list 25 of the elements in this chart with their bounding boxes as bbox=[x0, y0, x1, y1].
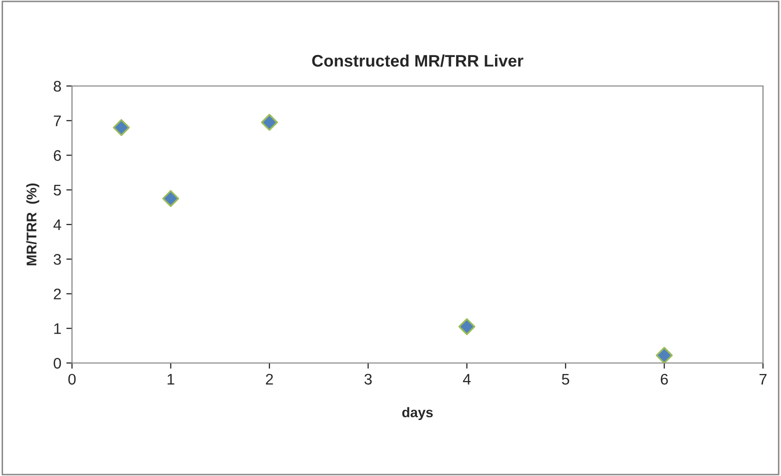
x-tick-label: 4 bbox=[462, 374, 471, 384]
x-tick-label: 3 bbox=[364, 374, 372, 385]
y-tick-label: 8 bbox=[54, 80, 61, 92]
x-tick-label: 7 bbox=[760, 374, 766, 384]
x-tick-label: 6 bbox=[660, 374, 668, 385]
x-tick-label: 5 bbox=[562, 374, 570, 385]
y-tick-label: 5 bbox=[54, 184, 61, 196]
y-axis-title: MR/TRR (%) bbox=[26, 184, 40, 266]
point bbox=[162, 190, 180, 207]
chart-title: Constructed MR/TRR Liver bbox=[312, 54, 524, 67]
x-axis-title: days bbox=[402, 407, 433, 420]
point bbox=[260, 114, 278, 131]
y-tick-label: 6 bbox=[54, 150, 61, 161]
y-tick-label: 7 bbox=[54, 116, 61, 126]
point bbox=[112, 119, 130, 136]
y-tick-label: 2 bbox=[54, 288, 61, 300]
point bbox=[656, 346, 673, 363]
x-tick-label: 2 bbox=[266, 374, 273, 384]
y-tick-label: 0 bbox=[54, 358, 61, 369]
y-tick-label: 3 bbox=[54, 254, 61, 265]
x-tick-label: 1 bbox=[168, 374, 174, 384]
y-tick-label: 4 bbox=[53, 220, 62, 230]
point bbox=[458, 318, 476, 336]
x-tick-label: 0 bbox=[68, 374, 76, 385]
y-tick-label: 1 bbox=[54, 323, 61, 334]
